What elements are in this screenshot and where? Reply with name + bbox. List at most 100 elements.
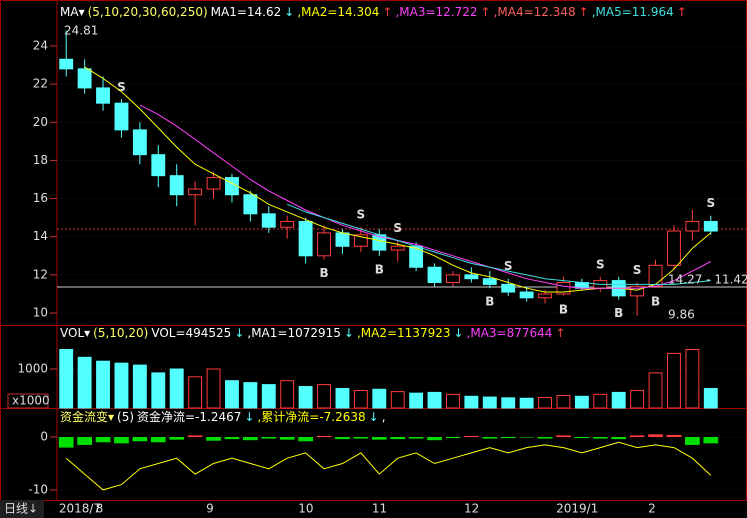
trade-signal: S (117, 80, 126, 94)
volume-bar (574, 395, 589, 409)
candle-body (538, 293, 552, 299)
period-button[interactable] (0, 500, 44, 518)
flow-bar (169, 437, 185, 440)
flow-bar (519, 437, 534, 438)
volume-bar (482, 396, 497, 409)
candle-body (317, 232, 331, 257)
candle-body (390, 245, 405, 251)
y-tick-label: 18 (33, 153, 48, 167)
volume-bar (409, 392, 424, 409)
header-item: ↑ (579, 5, 589, 19)
candle-body (335, 232, 350, 247)
volume-bar (353, 389, 368, 409)
flow-bar (390, 437, 406, 440)
flow-bar (187, 435, 203, 438)
flow-bar (629, 435, 645, 438)
volume-bar (132, 364, 147, 409)
volume-bar (59, 349, 74, 409)
flow-bar (482, 437, 498, 439)
y-tick-label: 0 (40, 430, 48, 444)
volume-bar (703, 388, 718, 409)
volume-bar (611, 391, 626, 409)
candle-body (409, 245, 424, 268)
x-tick-label: 2018/7 (59, 502, 101, 516)
volume-bar (169, 368, 184, 409)
flow-bar (279, 437, 295, 440)
flow-bar (316, 435, 332, 438)
header-item: ↓ (244, 410, 254, 424)
volume-bar (96, 360, 110, 409)
candle-body (482, 278, 497, 285)
candle-body (556, 282, 571, 295)
flow-bar (408, 437, 424, 439)
candle-body (519, 291, 534, 299)
cumulative-flow-line (65, 441, 712, 491)
trade-signal: B (319, 266, 328, 280)
candle-body (427, 266, 442, 284)
candle-body (77, 68, 92, 89)
volume-bar (427, 391, 442, 409)
candle-body (298, 220, 313, 257)
x-tick-label: 2019/1 (556, 502, 598, 516)
period-label[interactable]: 日线↓ (4, 502, 38, 516)
flow-bar (427, 437, 442, 441)
header-item: ,MA4=12.348 (494, 5, 576, 19)
y-tick-label: 10 (33, 306, 48, 320)
header-item: ↓ (234, 326, 244, 340)
volume-bar (206, 368, 221, 409)
header-item: ↑ (555, 326, 565, 340)
trade-signal: B (651, 295, 660, 309)
candle-body (169, 175, 184, 196)
header-item: ↓ (284, 5, 294, 19)
candle-body (151, 154, 166, 177)
candle-body (188, 188, 203, 196)
volume-bar (372, 388, 387, 409)
y-tick-label: 12 (33, 267, 48, 281)
y-tick-label: 14 (33, 229, 48, 243)
flow-bar (206, 437, 221, 441)
y-tick-label: 1000 (17, 362, 48, 376)
volume-bar (519, 397, 534, 409)
flow-bar (703, 437, 719, 444)
header-item: ↓ (369, 410, 379, 424)
header-item: ,累计净流=-7.2638 (257, 410, 365, 424)
flow-bar (150, 437, 166, 443)
flow-bar (335, 437, 350, 440)
trade-signal: S (504, 259, 513, 273)
flow-bar (353, 437, 369, 439)
header-item: ,MA5=11.964 (592, 5, 674, 19)
header-item: ↓ (344, 326, 354, 340)
x-tick-label: 2 (648, 502, 656, 516)
volume-bar (261, 384, 276, 409)
volume-bar (630, 389, 645, 409)
x-tick-label: 8 (96, 502, 104, 516)
flow-bar (77, 437, 92, 445)
volume-bar (501, 397, 516, 409)
header-item: ,MA1=1072915 (247, 326, 341, 340)
volume-bar (464, 395, 479, 409)
y-tick-label: 16 (33, 191, 48, 205)
flow-bar (592, 437, 608, 439)
x-tick-label: 12 (464, 502, 479, 516)
candle-body (132, 129, 147, 156)
flow-bar (371, 437, 387, 440)
y-tick-label: 22 (33, 77, 48, 91)
candle-body (501, 283, 516, 293)
volume-bar (114, 362, 129, 409)
flow-bar (95, 437, 111, 443)
volume-bar (390, 391, 405, 409)
volume-bar (280, 380, 295, 409)
volume-bar (317, 384, 331, 409)
panel-header: 资金流变▾ (5) 资金净流=-1.2467 ↓ ,累计净流=-7.2638 ↓, (60, 409, 386, 424)
flow-bar (685, 437, 700, 445)
candle-body (261, 213, 276, 228)
header-item: ,MA3=877644 (467, 326, 553, 340)
candle-body (446, 274, 460, 284)
volume-bar (446, 393, 460, 409)
candle-body (206, 177, 221, 190)
candle-body (667, 230, 681, 266)
trade-signal: S (596, 257, 605, 271)
range-annotation: 14.27 - 11.42 (668, 273, 747, 287)
moving-average-line (287, 203, 711, 285)
